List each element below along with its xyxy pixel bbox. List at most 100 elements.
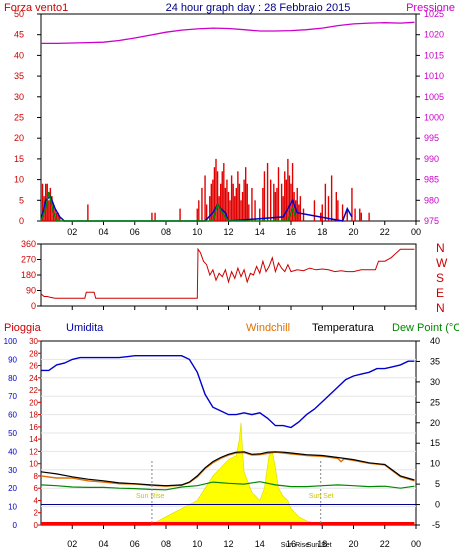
hour-tick-label: 00 (411, 227, 421, 237)
compass-label: W (436, 256, 448, 270)
pressure-tick-label: 990 (424, 154, 439, 164)
pressure-tick-label: 1005 (424, 92, 444, 102)
temp-tick-label: 10 (430, 459, 440, 469)
pressure-tick-label: 980 (424, 195, 439, 205)
pressure-line (41, 21, 415, 45)
sunrise-axis-label: Sun Rise (281, 542, 310, 549)
hour-tick-label: 16 (286, 539, 296, 549)
wind-axis-title: Forza vento1 (4, 2, 68, 14)
wind-tick-label: 10 (14, 175, 24, 185)
wind-tick-label: 30 (14, 92, 24, 102)
temp-tick-label: -5 (432, 520, 440, 530)
humidity-tick-label: 70 (8, 392, 17, 401)
hour-tick-label: 14 (255, 227, 265, 237)
rain-tick-label: 24 (29, 374, 38, 383)
direction-tick-label: 90 (26, 286, 36, 296)
hour-tick-label: 16 (286, 227, 296, 237)
hour-tick-label: 06 (130, 227, 140, 237)
temp-tick-label: 15 (430, 438, 440, 448)
wind-tick-label: 5 (19, 195, 24, 205)
wind-tick-label: 25 (14, 113, 24, 123)
hour-tick-label: 12 (223, 227, 233, 237)
wind-tick-label: 15 (14, 154, 24, 164)
rain-tick-label: 28 (29, 349, 38, 358)
hour-tick-label: 10 (192, 539, 202, 549)
temperature-line (40, 451, 415, 487)
rain-bar (41, 522, 415, 525)
rain-tick-label: 20 (29, 398, 38, 407)
direction-tick-label: 0 (31, 301, 36, 311)
rain-tick-label: 16 (29, 423, 38, 432)
hour-tick-label: 06 (130, 539, 140, 549)
direction-tick-label: 360 (21, 239, 36, 249)
gust2-line (40, 191, 297, 222)
rain-tick-label: 10 (29, 460, 38, 469)
rain-tick-label: 26 (29, 362, 38, 371)
chart-title: 24 hour graph day : 28 Febbraio 2015 (166, 2, 351, 14)
pressure-tick-label: 1010 (424, 71, 444, 81)
rain-tick-label: 18 (29, 411, 38, 420)
hour-tick-label: 04 (98, 227, 108, 237)
pressure-tick-label: 1025 (424, 9, 444, 19)
wind-tick-label: 40 (14, 50, 24, 60)
pressure-tick-label: 975 (424, 216, 439, 226)
wind-tick-label: 20 (14, 133, 24, 143)
legend-label: Temperatura (312, 322, 375, 334)
hour-tick-label: 08 (161, 539, 171, 549)
hour-tick-label: 02 (67, 227, 77, 237)
compass-label: N (436, 241, 445, 255)
pressure-tick-label: 1015 (424, 50, 444, 60)
hour-tick-label: 04 (98, 539, 108, 549)
rain-tick-label: 14 (29, 435, 38, 444)
temp-tick-label: 30 (430, 377, 440, 387)
hour-tick-label: 14 (255, 539, 265, 549)
sunrise-label: Sun Rise (136, 493, 165, 500)
temp-tick-label: 0 (435, 500, 440, 510)
wind-tick-label: 35 (14, 71, 24, 81)
sunset-axis-label: Sun Set (307, 542, 332, 549)
humidity-tick-label: 50 (8, 429, 17, 438)
temp-tick-label: 40 (430, 336, 440, 346)
dewpoint-line (40, 481, 415, 491)
humidity-line (41, 355, 415, 429)
hour-tick-label: 20 (348, 539, 358, 549)
solar-area (150, 422, 321, 526)
hour-tick-label: 18 (317, 539, 327, 549)
pressure-tick-label: 985 (424, 175, 439, 185)
rain-tick-label: 8 (34, 472, 39, 481)
compass-label: E (436, 286, 444, 300)
hour-tick-label: 18 (317, 227, 327, 237)
rain-tick-label: 2 (34, 509, 39, 518)
pressure-tick-label: 1000 (424, 113, 444, 123)
legend-label: Windchill (246, 322, 290, 334)
hour-tick-label: 22 (380, 539, 390, 549)
direction-tick-label: 180 (21, 270, 36, 280)
compass-label: N (436, 301, 445, 315)
humidity-tick-label: 20 (8, 484, 17, 493)
pressure-tick-label: 1020 (424, 30, 444, 40)
hour-tick-label: 12 (223, 539, 233, 549)
rain-tick-label: 30 (29, 337, 38, 346)
temp-tick-label: 25 (430, 397, 440, 407)
rain-tick-label: 6 (34, 484, 39, 493)
hour-tick-label: 22 (380, 227, 390, 237)
humidity-tick-label: 30 (8, 466, 17, 475)
direction-plot-frame (40, 243, 417, 307)
wind-pressure-plot-frame (40, 13, 417, 222)
legend-label: Pioggia (4, 322, 42, 334)
rain-tick-label: 4 (34, 496, 39, 505)
temp-tick-label: 5 (435, 479, 440, 489)
humidity-tick-label: 10 (8, 503, 17, 512)
rain-tick-label: 0 (34, 521, 39, 530)
pressure-axis-title: Pressione (406, 2, 455, 14)
temp-tick-label: 20 (430, 418, 440, 428)
humidity-tick-label: 100 (4, 337, 18, 346)
rain-tick-label: 12 (29, 447, 38, 456)
hour-tick-label: 08 (161, 227, 171, 237)
hour-tick-label: 00 (411, 539, 421, 549)
direction-tick-label: 270 (21, 255, 36, 265)
hour-tick-label: 20 (348, 227, 358, 237)
pressure-tick-label: 995 (424, 133, 439, 143)
